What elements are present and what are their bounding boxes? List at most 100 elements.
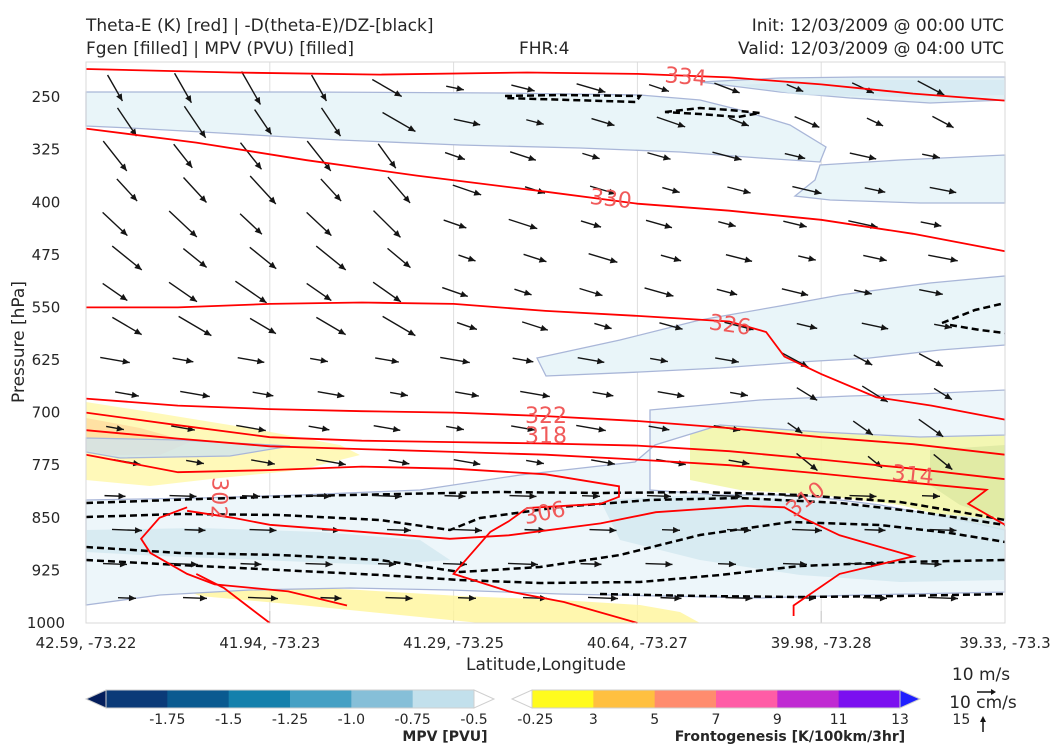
- wind-arrow: [783, 220, 807, 229]
- wind-arrow: [320, 594, 342, 602]
- wind-arrow: [508, 218, 538, 230]
- fgen-colorbar-frame: [531, 689, 901, 709]
- contour-label-334: 334: [664, 63, 708, 92]
- wind-arrow: [111, 245, 143, 271]
- y-tick-label: 325: [32, 141, 61, 159]
- wind-arrow: [526, 459, 544, 466]
- wind-arrow: [373, 424, 401, 433]
- fgen-colorbar-extend-high: [899, 689, 922, 709]
- y-axis-label: Pressure [hPa]: [9, 281, 29, 403]
- wind-arrow: [239, 213, 263, 235]
- wind-arrow: [648, 83, 670, 93]
- wind-arrow: [849, 493, 877, 500]
- wind-arrow: [372, 281, 402, 303]
- mpv-colorbar-tick: -0.25: [517, 712, 553, 728]
- wind-arrow: [375, 357, 399, 365]
- wind-arrow: [512, 357, 534, 364]
- x-tick-label: 42.59, -73.22: [36, 634, 137, 652]
- mpv-colorbar-extend-high: [473, 689, 496, 709]
- wind-arrow: [787, 422, 803, 434]
- wind-arrow: [249, 246, 277, 270]
- fgen-colorbar-tick: 3: [589, 712, 598, 728]
- wind-arrow: [921, 492, 941, 500]
- fgen-colorbar-tick: 15: [952, 712, 970, 728]
- fgen-fill-right: [690, 420, 1005, 530]
- wind-arrow: [714, 82, 740, 94]
- wind-arrow: [169, 493, 197, 500]
- wind-arrow: [180, 390, 210, 399]
- wind-arrow: [509, 151, 537, 162]
- wind-arrow: [725, 595, 753, 602]
- wind-arrow: [934, 323, 952, 330]
- y-axis-ticks: 250 325 400 475 550 625 700 775 850 925 1000: [27, 88, 65, 632]
- wind-arrow: [650, 357, 668, 364]
- wind-arrow: [111, 527, 143, 534]
- wind-arrow: [526, 119, 544, 126]
- y-tick-label: 775: [32, 456, 61, 474]
- wind-arrow: [726, 526, 752, 534]
- mpv-colorbar-segment: [351, 690, 414, 708]
- wind-arrow: [252, 391, 274, 398]
- wind-arrow: [589, 185, 617, 195]
- mpv-colorbar-segment: [167, 690, 230, 708]
- wind-arrow: [249, 317, 277, 335]
- fgen-colorbar-extend-low: [510, 689, 533, 709]
- wind-arrow: [236, 424, 266, 433]
- ddz-contour-c: [85, 520, 1006, 574]
- wind-arrow: [918, 353, 944, 367]
- wind-arrow: [382, 315, 416, 337]
- theta-e-contour-298: [195, 573, 271, 624]
- wind-arrow: [186, 459, 204, 466]
- mpv-colorbar-segment: [228, 690, 291, 708]
- wind-ref-horizontal-label: 10 m/s: [952, 665, 1010, 685]
- fgen-colorbar-tick: 9: [773, 712, 782, 728]
- wind-arrow: [183, 105, 207, 139]
- mpv-colorbar-tick: -0.5: [460, 712, 487, 728]
- ddz-contour-a: [85, 490, 1006, 522]
- wind-arrow: [933, 387, 953, 401]
- theta-e-contour-310: [85, 453, 638, 624]
- mpv-colorbar-extend-low: [84, 689, 107, 709]
- wind-arrow: [864, 187, 886, 194]
- init-time: Init: 12/03/2009 @ 00:00 UTC: [752, 16, 1004, 36]
- wind-arrow: [711, 493, 743, 500]
- y-tick-label: 850: [32, 509, 61, 527]
- wind-arrow: [182, 248, 208, 268]
- fgen-colorbar-tick: 13: [891, 712, 909, 728]
- fgen-colorbar-tick: 5: [650, 712, 659, 728]
- wind-arrow: [100, 356, 130, 365]
- wind-arrow: [382, 111, 416, 133]
- wind-arrow: [254, 109, 272, 135]
- wind-arrow: [507, 561, 539, 568]
- wind-arrow: [796, 322, 818, 330]
- wind-arrow: [234, 280, 268, 304]
- wind-arrow: [306, 282, 332, 302]
- wind-arrow: [371, 493, 403, 500]
- wind-ref-vertical-label: 10 cm/s: [949, 693, 1017, 713]
- wind-arrow: [718, 221, 736, 228]
- wind-arrow: [453, 118, 481, 127]
- fgen-colorbar-segment: [838, 690, 901, 708]
- wind-arrow: [237, 356, 265, 365]
- wind-arrow: [919, 288, 943, 297]
- wind-arrow: [116, 178, 138, 202]
- wind-arrow: [922, 153, 940, 160]
- y-tick-label: 925: [32, 561, 61, 579]
- wind-arrow: [576, 424, 606, 433]
- x-tick-label: 39.33, -73.3: [959, 634, 1050, 652]
- y-tick-label: 700: [32, 404, 61, 422]
- wind-arrow: [443, 219, 467, 229]
- contour-label-314: 314: [890, 461, 934, 490]
- wind-arrow: [929, 186, 957, 195]
- ddz-contour-b: [85, 496, 1006, 532]
- wind-arrow: [249, 527, 277, 534]
- wind-arrow: [521, 321, 549, 332]
- wind-arrow: [306, 140, 332, 172]
- fgen-colorbar-tick: 7: [712, 712, 721, 728]
- fgen-colorbar-segment: [716, 690, 778, 708]
- wind-arrow: [511, 84, 535, 93]
- wind-arrow: [457, 594, 477, 602]
- wind-vectors: [100, 71, 959, 602]
- wind-reference: 10 m/s 10 cm/s: [949, 665, 1017, 732]
